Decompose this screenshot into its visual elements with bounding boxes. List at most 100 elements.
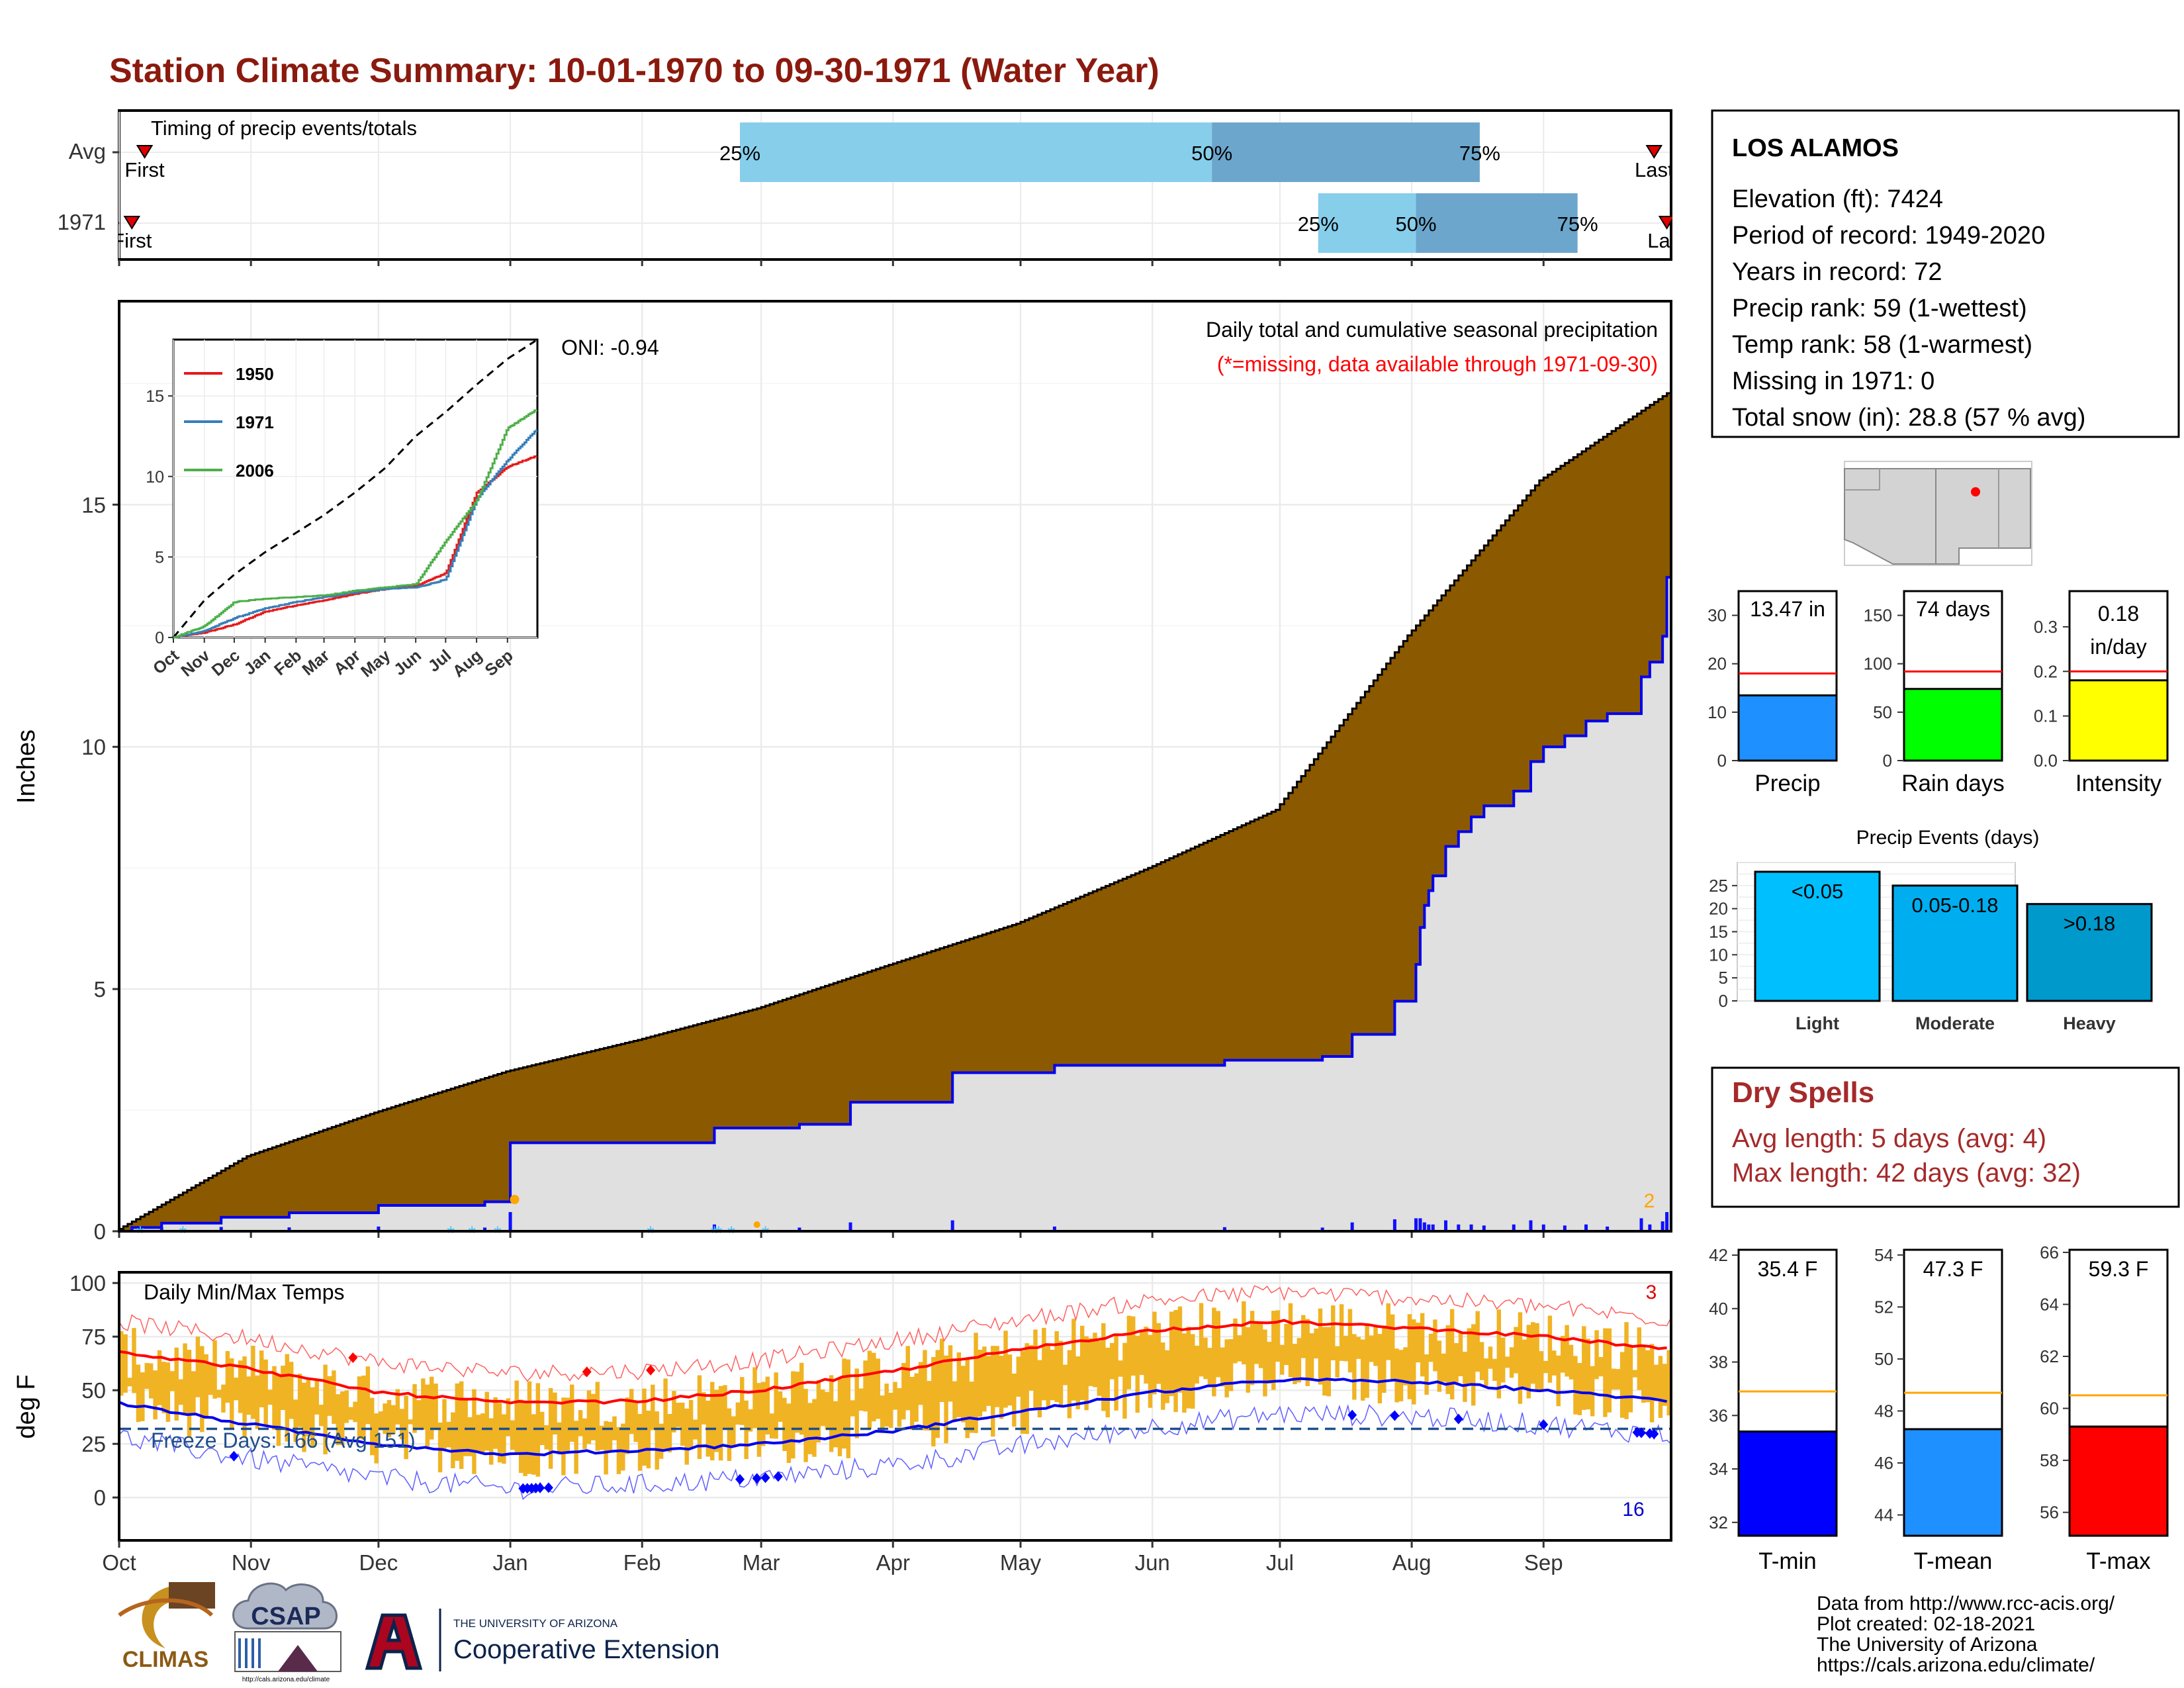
snow-marker: *	[468, 1223, 476, 1244]
snow-marker: *	[647, 1223, 655, 1244]
last-event-marker	[1645, 145, 1663, 159]
temp-bar-value: 47.3 F	[1923, 1257, 1983, 1281]
summary-bar-label: Rain days	[1901, 771, 2005, 796]
temp-bar-tick-label: 40	[1709, 1299, 1728, 1319]
avg-min-line	[118, 1377, 1667, 1457]
inset-legend-label: 1971	[236, 412, 274, 432]
temp-bar-tick-label: 50	[1874, 1349, 1893, 1369]
summary-bar-tick-label: 100	[1864, 654, 1892, 674]
month-label: Jul	[1266, 1550, 1294, 1575]
timing-label-75: 75%	[1557, 212, 1598, 236]
inset-legend-label: 1950	[236, 364, 274, 384]
station-years: Years in record: 72	[1732, 258, 1942, 286]
last-event-label: Last	[1635, 158, 1674, 181]
temp-bar-tick-label: 36	[1709, 1405, 1728, 1425]
temp-ytick-label: 0	[94, 1485, 106, 1510]
daily-precip-bar	[1665, 1212, 1669, 1231]
events-bar-label: >0.18	[2064, 912, 2115, 935]
precip-events-title: Precip Events (days)	[1856, 827, 2040, 849]
month-label: Feb	[623, 1550, 661, 1575]
record-low-marker	[760, 1472, 770, 1483]
summary-bar-tick-label: 30	[1707, 606, 1727, 626]
events-bar-label: <0.05	[1792, 880, 1843, 903]
record-low-marker	[1453, 1413, 1463, 1425]
temp-bar-tick-label: 54	[1874, 1245, 1893, 1265]
inset-ytick-label: 5	[155, 548, 164, 567]
precip-right-count: 2	[1644, 1190, 1655, 1212]
record-high-marker	[582, 1366, 592, 1378]
daily-precip-bar	[1392, 1219, 1396, 1231]
daily-precip-bar	[1052, 1226, 1056, 1231]
summary-bar-label: Intensity	[2075, 771, 2162, 796]
temp-bar-tick-label: 52	[1874, 1297, 1893, 1317]
temp-bar-fill	[2068, 1425, 2169, 1537]
ua-a-icon	[365, 1613, 423, 1670]
events-ytick-label: 20	[1709, 899, 1728, 919]
first-event-marker	[136, 145, 154, 159]
max-day-marker	[753, 1221, 760, 1228]
month-label: Oct	[102, 1550, 136, 1575]
temp-max-count: 3	[1646, 1282, 1657, 1303]
summary-bar-tick-label: 0	[1883, 751, 1892, 771]
timing-bar-50-75	[1416, 193, 1578, 253]
csap-logo: CSAP http://cals.arizona.edu/climate	[232, 1582, 341, 1683]
month-axis: Oct Nov Dec Jan Feb Mar Apr May Jun Jul Aug Sep	[102, 1540, 1563, 1575]
daily-precip-bar	[797, 1227, 801, 1231]
daily-precip-bar	[1512, 1224, 1516, 1231]
summary-bar-tick-label: 50	[1873, 702, 1892, 722]
inset-ytick-label: 0	[155, 629, 164, 647]
daily-precip-bar	[1457, 1224, 1461, 1231]
record-high-line	[118, 1285, 1672, 1382]
month-label: Mar	[743, 1550, 780, 1575]
station-period: Period of record: 1949-2020	[1732, 222, 2045, 250]
month-label: Dec	[359, 1550, 398, 1575]
summary-bar-precip: 0 10 20 30 13.47 in Precip	[1707, 590, 1838, 796]
dry-spells-frame	[1711, 1066, 2180, 1208]
daily-precip-bar	[1606, 1226, 1610, 1231]
climas-logo-swoosh	[118, 1598, 214, 1617]
daily-precip-bar	[377, 1226, 381, 1231]
temp-bar-tick-label: 60	[2040, 1399, 2059, 1419]
timing-label-50: 50%	[1395, 212, 1436, 236]
events-ytick-label: 25	[1709, 876, 1728, 896]
month-label: Apr	[876, 1550, 910, 1575]
precip-panel-frame	[118, 300, 1672, 1233]
avg-cumulative-area	[119, 393, 1671, 1232]
events-category-label: Light	[1796, 1013, 1839, 1033]
summary-bar-fill	[2068, 679, 2169, 762]
timing-label-25: 25%	[1298, 212, 1339, 236]
daily-precip-bar	[1469, 1224, 1473, 1231]
station-snow: Total snow (in): 28.8 (57 % avg)	[1732, 404, 2085, 432]
daily-precip-bar	[1350, 1222, 1354, 1231]
station-frame	[1711, 109, 2180, 438]
precip-title: Daily total and cumulative seasonal prec…	[1206, 318, 1658, 342]
daily-precip-bar	[1648, 1224, 1652, 1231]
precip-ytick-label: 15	[81, 492, 106, 517]
temp-bar-tick-label: 58	[2040, 1450, 2059, 1470]
avg-cumulative-line	[118, 392, 1671, 1231]
record-low-marker	[229, 1450, 239, 1462]
temp-panel-frame	[118, 1271, 1672, 1542]
snow-marker: *	[494, 1223, 502, 1244]
inset-series-2006	[173, 409, 537, 639]
temp-ytick-label: 50	[81, 1378, 106, 1403]
timing-bar-25-50	[1318, 193, 1416, 253]
page-title: Station Climate Summary: 10-01-1970 to 0…	[109, 52, 1160, 90]
summary-bar-rain-days: 0 50 100 150 74 days Rain days	[1864, 590, 2005, 796]
daily-precip-bar	[219, 1227, 223, 1231]
daily-precip-bar	[1639, 1218, 1643, 1231]
inset-avg-line	[172, 340, 536, 638]
station-missing: Missing in 1971: 0	[1732, 367, 1934, 395]
temp-bar-tick-label: 44	[1874, 1505, 1893, 1525]
daily-precip-bar	[483, 1227, 487, 1231]
summary-bar-label: Precip	[1754, 771, 1820, 796]
record-low-marker	[773, 1471, 783, 1482]
temp-min-count: 16	[1622, 1499, 1644, 1521]
dry-spells-title: Dry Spells	[1732, 1076, 1874, 1109]
temp-bar-t-max: 56 58 60 62 64 66 59.3 F T-max	[2040, 1243, 2169, 1574]
events-ytick-label: 15	[1709, 922, 1728, 942]
events-ytick-label: 5	[1719, 968, 1728, 988]
daily-precip-bar	[159, 1227, 163, 1231]
temp-panel: 0 25 50 75 100 Daily Min/Max Temps Freeze Da…	[13, 1271, 1672, 1542]
